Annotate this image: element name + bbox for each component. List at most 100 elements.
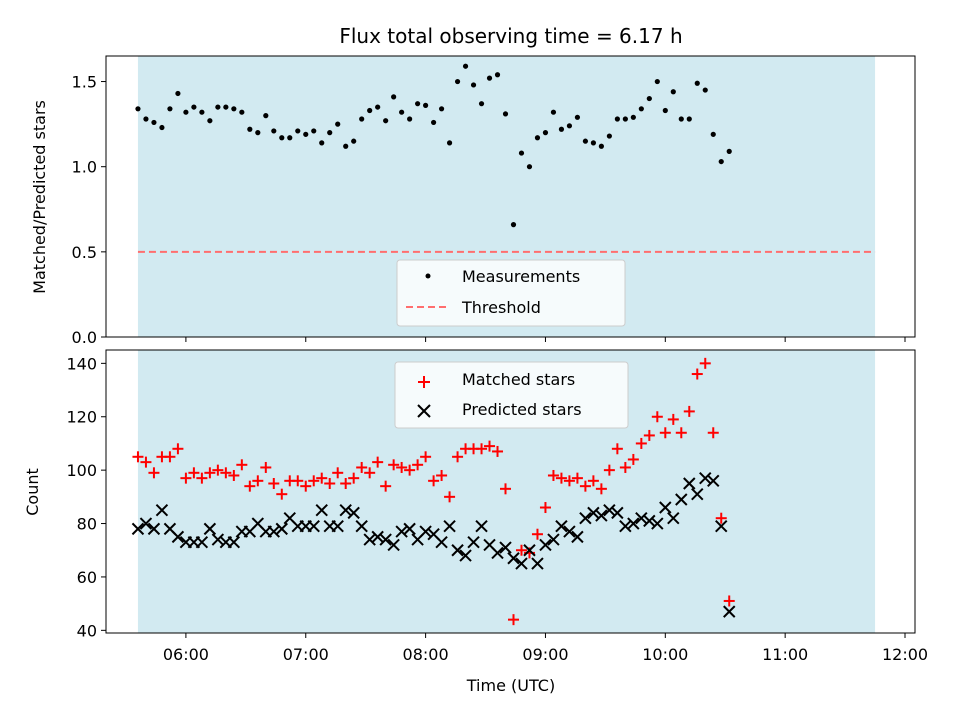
- measurement-point: [526, 164, 533, 170]
- predicted-star-point: [515, 557, 528, 570]
- bottom-xtick-label: 11:00: [762, 645, 808, 664]
- matched-star-point: [148, 467, 160, 479]
- measurement-point: [263, 113, 269, 119]
- bottom-axes-frame: [105, 349, 916, 634]
- predicted-star-point: [627, 517, 640, 530]
- predicted-star-point: [491, 546, 504, 560]
- matched-star-point: [571, 472, 583, 484]
- measurement-point: [367, 107, 373, 114]
- measurement-point: [191, 104, 197, 110]
- predicted-star-point: [723, 605, 736, 618]
- predicted-star-point: [547, 533, 560, 546]
- bottom-ytick-label: 40: [77, 621, 97, 640]
- measurement-point: [478, 101, 485, 107]
- matched-star-point: [555, 472, 567, 484]
- predicted-star-point: [139, 517, 153, 530]
- predicted-star-point: [363, 533, 376, 546]
- matched-star-point: [412, 459, 424, 471]
- matched-star-point: [595, 483, 607, 495]
- predicted-star-point: [715, 520, 728, 533]
- measurement-point: [558, 126, 565, 132]
- measurement-point: [415, 101, 421, 107]
- predicted-star-point: [691, 487, 704, 501]
- measurement-point: [710, 131, 716, 137]
- predicted-star-point: [435, 536, 448, 549]
- predicted-star-point: [227, 536, 241, 549]
- measurement-point: [518, 150, 525, 156]
- matched-star-point: [220, 467, 232, 479]
- matched-star-point: [699, 357, 711, 369]
- matched-star-point: [140, 456, 152, 468]
- legend-threshold-label: Threshold: [461, 298, 541, 317]
- bottom-xtick-label: 07:00: [283, 645, 329, 664]
- matched-star-point: [188, 467, 200, 479]
- predicted-star-point: [675, 493, 688, 506]
- measurement-point: [494, 72, 501, 78]
- matched-star-point: [172, 443, 184, 455]
- legend-matched-marker: [418, 376, 430, 388]
- matched-star-point: [579, 480, 591, 492]
- measurement-point: [622, 116, 628, 122]
- measurement-point: [574, 114, 581, 120]
- matched-star-point: [707, 427, 719, 439]
- matched-star-point: [547, 469, 559, 481]
- matched-star-point: [132, 451, 144, 463]
- predicted-star-point: [147, 522, 161, 536]
- predicted-star-point: [347, 506, 360, 520]
- bottom-ytick-label: 100: [66, 461, 97, 480]
- measurement-point: [486, 75, 493, 81]
- predicted-star-point: [699, 471, 712, 485]
- matched-star-point: [635, 437, 647, 449]
- matched-star-point: [308, 475, 320, 487]
- predicted-star-point: [635, 511, 648, 525]
- matched-star-point: [643, 429, 655, 441]
- predicted-star-point: [331, 520, 344, 533]
- measurement-point: [566, 123, 573, 129]
- bottom-xtick-label: 10:00: [642, 645, 688, 664]
- measurement-point: [446, 140, 453, 146]
- measurement-point: [678, 116, 684, 122]
- measurement-point: [319, 140, 325, 146]
- measurement-point: [470, 82, 477, 88]
- top-ytick-label: 1.5: [72, 73, 97, 92]
- measurement-point: [391, 94, 397, 100]
- measurement-point: [335, 121, 341, 127]
- legend-predicted-marker: [417, 404, 431, 418]
- matched-star-point: [659, 427, 671, 439]
- legend-predicted-label: Predicted stars: [462, 400, 582, 419]
- measurement-point: [271, 128, 277, 134]
- matched-star-point: [316, 472, 328, 484]
- predicted-star-point: [531, 557, 544, 570]
- top-legend-box: [396, 259, 626, 327]
- matched-star-point: [268, 477, 280, 489]
- predicted-star-point: [419, 525, 432, 538]
- matched-star-point: [667, 413, 679, 425]
- predicted-star-point: [371, 530, 384, 544]
- predicted-star-point: [651, 517, 664, 530]
- predicted-star-point: [387, 538, 400, 552]
- measurement-point: [215, 104, 221, 110]
- measurement-point: [438, 106, 445, 112]
- matched-star-point: [428, 475, 440, 487]
- bottom-xtick-label: 12:00: [882, 645, 928, 664]
- matched-star-point: [180, 472, 192, 484]
- matched-star-point: [260, 461, 272, 473]
- matched-star-point: [340, 477, 352, 489]
- matched-star-point: [611, 443, 623, 455]
- measurement-point: [590, 140, 596, 146]
- matched-star-point: [396, 461, 408, 473]
- measurement-point: [351, 138, 357, 144]
- measurement-point: [135, 106, 141, 112]
- matched-star-point: [476, 443, 488, 455]
- predicted-star-point: [571, 530, 584, 544]
- predicted-star-point: [443, 520, 456, 533]
- measurement-point: [223, 104, 229, 110]
- matched-star-point: [675, 427, 687, 439]
- measurement-point: [175, 90, 181, 97]
- measurement-point: [534, 135, 541, 141]
- measurement-point: [462, 63, 469, 69]
- measurement-point: [502, 111, 509, 117]
- measurement-point: [598, 143, 604, 149]
- matched-star-point: [436, 469, 448, 481]
- matched-star-point: [380, 480, 392, 492]
